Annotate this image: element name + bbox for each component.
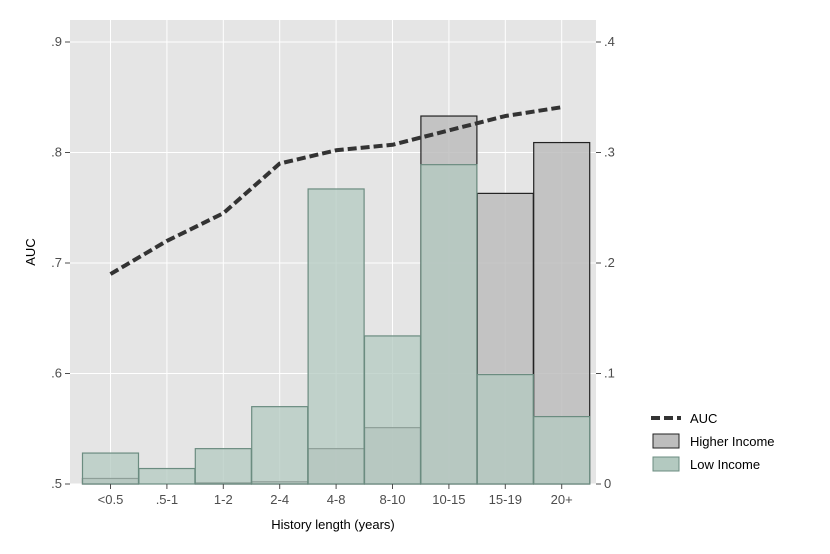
bar-low-income-2 [194,448,252,485]
left-axis: .5 .6 .7 .8 .9 [51,34,70,491]
legend-label-auc: AUC [690,411,717,426]
bar-low-income-7 [476,374,534,485]
right-tick-label-0: 0 [604,476,611,491]
right-tick-label-2: .2 [604,255,615,270]
bar-low-income-5 [363,335,422,485]
x-tick-label-1: .5-1 [156,492,178,507]
right-tick-label-3: .3 [604,145,615,160]
left-tick-label-2: .7 [51,255,62,270]
auc-line-group [109,105,563,276]
x-tick-label-3: 2-4 [270,492,289,507]
bar-low-income-1 [138,467,196,485]
right-tick-label-4: .4 [604,34,615,49]
x-tick-label-4: 4-8 [327,492,346,507]
left-tick-label-0: .5 [51,476,62,491]
auc-line [109,105,563,276]
left-tick-label-4: .9 [51,34,62,49]
x-axis-title: History length (years) [271,517,395,532]
right-tick-label-1: .1 [604,366,615,381]
x-tick-label-6: 10-15 [432,492,465,507]
legend-swatch-higher-income [652,433,680,449]
low-income-bars [81,164,591,485]
x-tick-label-2: 1-2 [214,492,233,507]
legend-label-low-income: Low Income [690,457,760,472]
x-tick-label-0: <0.5 [98,492,124,507]
x-tick-label-7: 15-19 [489,492,522,507]
x-axis: <0.5 .5-1 1-2 2-4 4-8 8-10 10-15 15-19 20+ [98,484,573,507]
bar-low-income-0 [81,452,140,485]
x-tick-label-5: 8-10 [379,492,405,507]
right-axis: 0 .1 .2 .3 .4 [596,34,615,491]
y-axis-title: AUC [23,238,38,265]
bar-low-income-6 [420,164,478,485]
bar-low-income-8 [533,415,591,485]
left-tick-label-1: .6 [51,366,62,381]
bar-low-income-3 [251,406,309,485]
legend-swatch-low-income [652,456,680,472]
legend: AUC Higher Income Low Income [651,411,775,472]
left-tick-label-3: .8 [51,145,62,160]
bar-low-income-4 [307,188,365,485]
x-tick-label-8: 20+ [551,492,573,507]
legend-label-higher-income: Higher Income [690,434,775,449]
